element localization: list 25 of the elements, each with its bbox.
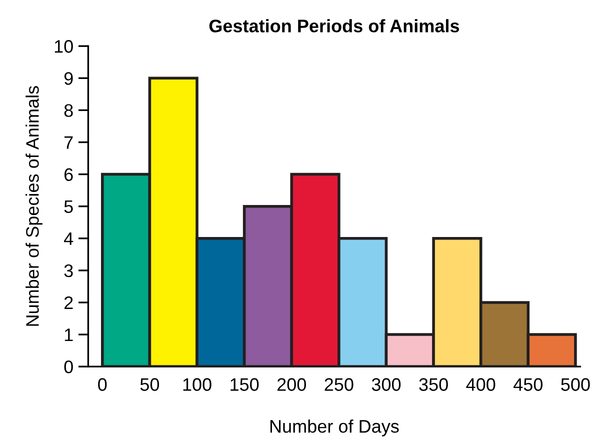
chart-title: Gestation Periods of Animals	[209, 19, 460, 32]
y-tick-label: 8	[64, 104, 73, 117]
x-tick-label: 500	[561, 378, 590, 391]
x-tick-label: 450	[514, 378, 543, 391]
x-tick-label: 150	[230, 378, 259, 391]
x-axis-title: Number of Days	[270, 420, 399, 436]
x-tick-label: 200	[277, 378, 306, 391]
x-tick-label: 50	[140, 378, 160, 391]
x-tick-label: 400	[466, 378, 496, 391]
x-tick-label: 350	[419, 378, 448, 391]
y-tick-label: 5	[64, 200, 73, 214]
y-tick-label: 2	[64, 296, 73, 310]
y-tick-label: 6	[64, 168, 73, 182]
y-tick-label: 1	[64, 328, 73, 342]
y-tick-label: 3	[64, 264, 73, 278]
y-tick-label: 9	[64, 72, 73, 85]
y-tick-label: 7	[64, 136, 73, 149]
y-tick-label: 0	[64, 360, 73, 374]
y-axis-title: Number of Species of Animals	[26, 86, 42, 326]
x-tick-label: 100	[183, 378, 212, 391]
y-tick-label: 10	[54, 40, 73, 53]
x-tick-label: 0	[98, 378, 107, 391]
y-tick-label: 4	[64, 232, 74, 245]
x-tick-label: 300	[372, 378, 401, 391]
x-tick-label: 250	[324, 378, 354, 391]
